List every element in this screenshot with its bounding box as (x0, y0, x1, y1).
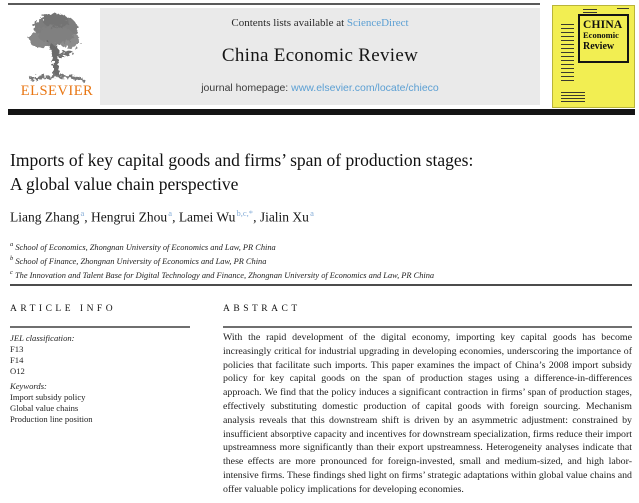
keyword-item: Import subsidy policy (10, 392, 86, 402)
jel-code: O12 (10, 366, 25, 376)
jel-classification-label: JEL classification: (10, 333, 75, 343)
affiliation-text: The Innovation and Talent Base for Digit… (14, 270, 435, 280)
cover-footer-lines (561, 92, 585, 102)
jel-code: F13 (10, 344, 24, 354)
article-title: Imports of key capital goods and firms’ … (10, 148, 630, 196)
article-info-column: JEL classification: F13 F14 O12 Keywords… (10, 333, 200, 425)
affiliation-item: b School of Finance, Zhongnan University… (10, 253, 630, 267)
elsevier-logo[interactable]: ELSEVIER (14, 9, 100, 107)
author-name: Liang Zhang (10, 209, 80, 225)
article-info-rule (10, 326, 190, 328)
keyword-item: Global value chains (10, 403, 79, 413)
author-affiliation-link[interactable]: a (168, 208, 173, 218)
author-affiliation-link[interactable]: a (310, 208, 314, 218)
article-title-line1: Imports of key capital goods and firms’ … (10, 150, 474, 170)
keyword-item: Production line position (10, 414, 93, 424)
cover-title-line2: Economic (583, 30, 619, 40)
contents-line: Contents lists available at ScienceDirec… (100, 17, 540, 29)
affiliation-item: c The Innovation and Talent Base for Dig… (10, 267, 630, 281)
affiliation-text: School of Finance, Zhongnan University o… (15, 256, 267, 266)
author-affiliation-link[interactable]: b,c,* (236, 208, 254, 218)
author-name: Hengrui Zhou (91, 209, 168, 225)
author-line: Liang Zhang a, Hengrui Zhou a, Lamei Wu … (10, 208, 630, 226)
abstract-rule (223, 326, 632, 328)
top-divider (8, 3, 540, 5)
affiliation-item: a School of Economics, Zhongnan Universi… (10, 239, 630, 253)
author-affiliation-link[interactable]: a (80, 208, 85, 218)
section-divider (10, 284, 632, 286)
cover-topright-line (617, 8, 629, 10)
author-name: Lamei Wu (178, 209, 236, 225)
journal-banner: Contents lists available at ScienceDirec… (100, 8, 540, 105)
abstract-text: With the rapid development of the digita… (223, 332, 632, 495)
author-separator: , (84, 209, 92, 225)
author-separator: , (253, 209, 260, 225)
keywords-label: Keywords: (10, 381, 47, 391)
jel-code: F14 (10, 355, 24, 365)
author-separator: , (172, 209, 179, 225)
article-info-heading: ARTICLE INFO (10, 304, 117, 314)
sciencedirect-link[interactable]: ScienceDirect (346, 17, 409, 29)
affiliation-list: a School of Economics, Zhongnan Universi… (10, 239, 630, 280)
banner-bottom-bar (8, 109, 635, 115)
article-title-line2: A global value chain perspective (10, 174, 239, 194)
abstract-heading: ABSTRACT (223, 304, 301, 314)
cover-issn-lines (583, 9, 597, 16)
homepage-link[interactable]: www.elsevier.com/locate/chieco (291, 82, 439, 94)
contents-line-text: Contents lists available at (231, 17, 347, 29)
cover-title-box: CHINA Economic Review (578, 14, 629, 63)
homepage-label: journal homepage: (201, 82, 292, 94)
journal-cover-thumbnail[interactable]: CHINA Economic Review (552, 5, 635, 108)
homepage-line: journal homepage: www.elsevier.com/locat… (100, 82, 540, 94)
cover-editor-lines (561, 24, 574, 82)
author-name: Jialin Xu (259, 209, 309, 225)
affiliation-marker: a (10, 241, 14, 248)
cover-title-line3: Review (583, 40, 615, 52)
cover-title-line1: CHINA (583, 19, 623, 31)
affiliation-marker: b (10, 254, 14, 262)
affiliation-text: School of Economics, Zhongnan University… (15, 242, 276, 252)
affiliation-marker: c (10, 268, 13, 276)
elsevier-wordmark: ELSEVIER (20, 83, 94, 99)
journal-title: China Economic Review (221, 44, 419, 66)
elsevier-tree-icon (14, 9, 100, 85)
